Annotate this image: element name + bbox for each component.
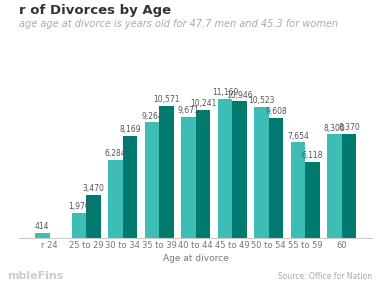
Bar — [123, 136, 137, 238]
Text: 9,608: 9,608 — [265, 107, 287, 116]
Text: Source: Office for Nation: Source: Office for Nation — [278, 272, 372, 281]
Text: 6,118: 6,118 — [302, 151, 323, 160]
Bar — [291, 142, 305, 238]
Bar — [196, 110, 210, 238]
Text: 8,370: 8,370 — [338, 123, 360, 132]
Bar — [327, 134, 342, 238]
Text: 6,284: 6,284 — [105, 149, 126, 158]
Text: 11,169: 11,169 — [212, 88, 238, 97]
Bar — [254, 107, 269, 238]
Text: 3,470: 3,470 — [82, 184, 104, 193]
Text: 1,976: 1,976 — [68, 202, 90, 211]
Bar — [86, 195, 101, 238]
Text: 10,241: 10,241 — [190, 99, 216, 108]
Text: r of Divorces by Age: r of Divorces by Age — [19, 4, 171, 17]
Text: 10,523: 10,523 — [248, 96, 275, 105]
Bar — [108, 160, 123, 238]
Text: 8,169: 8,169 — [119, 125, 141, 134]
Text: 8,300: 8,300 — [323, 124, 345, 133]
Bar — [305, 162, 320, 238]
X-axis label: Age at divorce: Age at divorce — [163, 254, 229, 263]
Text: 9,671: 9,671 — [177, 106, 199, 115]
Bar — [232, 102, 247, 238]
Bar — [35, 233, 50, 238]
Text: 10,946: 10,946 — [226, 90, 253, 99]
Bar — [269, 118, 283, 238]
Text: 9,264: 9,264 — [141, 112, 163, 121]
Text: 10,571: 10,571 — [153, 95, 180, 104]
Bar — [181, 117, 196, 238]
Bar — [342, 133, 356, 238]
Text: age age at divorce is years old for 47.7 men and 45.3 for women: age age at divorce is years old for 47.7… — [19, 19, 338, 29]
Bar — [218, 99, 232, 238]
Bar — [71, 213, 86, 238]
Text: 7,654: 7,654 — [287, 132, 309, 141]
Bar — [144, 122, 159, 238]
Bar — [159, 106, 174, 238]
Text: 414: 414 — [35, 222, 50, 231]
Text: mbleFins: mbleFins — [8, 271, 64, 281]
